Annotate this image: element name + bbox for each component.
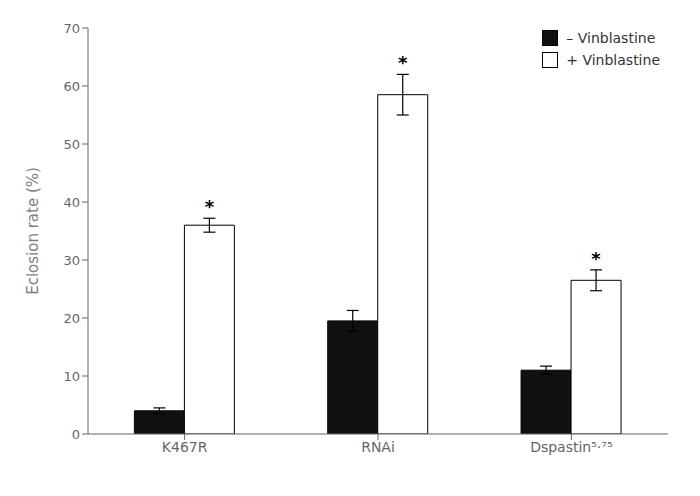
html-text:– Vinblastine: – Vinblastine [566,30,656,46]
svg-text:*: * [398,52,408,73]
svg-text:60: 60 [63,79,80,94]
svg-text:40: 40 [63,195,80,210]
svg-text:20: 20 [63,311,80,326]
svg-text:30: 30 [63,253,80,268]
svg-text:RNAi: RNAi [361,439,395,455]
svg-text:K467R: K467R [162,439,208,455]
html-text:+ Vinblastine: + Vinblastine [566,52,660,68]
svg-text:10: 10 [63,369,80,384]
svg-text:Dspastin⁵·⁷⁵: Dspastin⁵·⁷⁵ [530,439,612,455]
svg-text:50: 50 [63,137,80,152]
svg-text:*: * [205,196,215,217]
svg-text:70: 70 [63,21,80,36]
svg-text:Eclosion rate (%): Eclosion rate (%) [24,167,42,295]
svg-text:0: 0 [72,427,80,442]
svg-text:*: * [591,248,601,269]
